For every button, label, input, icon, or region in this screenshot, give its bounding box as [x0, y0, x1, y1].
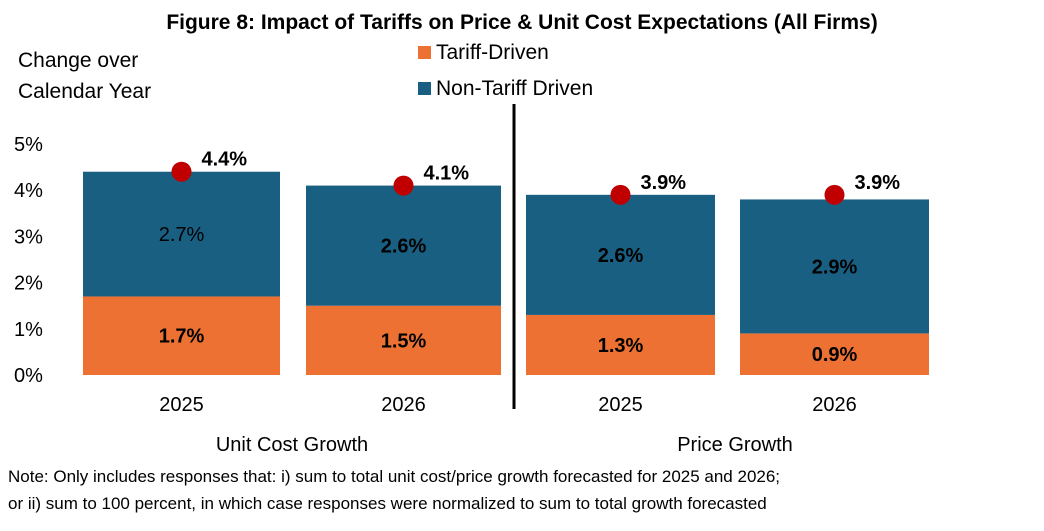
group-label-price: Price Growth [677, 434, 793, 456]
total-marker-dot [610, 184, 631, 205]
legend-swatch-non-tariff [418, 82, 431, 95]
legend-swatch-tariff [418, 46, 431, 59]
bar-segment-non-tariff [83, 171, 280, 297]
bar-segment-tariff [526, 314, 715, 375]
segment-value-label-non-tariff: 2.6% [381, 236, 427, 258]
total-value-label: 4.4% [202, 149, 248, 171]
segment-value-label-tariff: 1.7% [159, 326, 205, 348]
bars [83, 171, 929, 375]
bar-segment-tariff [83, 296, 280, 375]
segment-value-label-non-tariff: 2.6% [598, 245, 644, 267]
y-axis-label-line-2: Calendar Year [18, 80, 151, 103]
legend-label-tariff: Tariff-Driven [436, 41, 549, 64]
y-tick-label: 2% [14, 273, 43, 295]
bar-segment-tariff [306, 305, 501, 375]
total-marker-dot [393, 175, 414, 196]
total-markers: 4.4% 4.1% 3.9% 3.9% [171, 149, 901, 205]
category-label: 2026 [381, 394, 426, 416]
category-label: 2025 [159, 394, 204, 416]
segment-value-label-non-tariff: 2.9% [812, 256, 858, 278]
group-label-unit-cost: Unit Cost Growth [216, 434, 368, 456]
total-marker-dot [171, 161, 192, 182]
legend: Tariff-Driven Non-Tariff Driven [418, 41, 593, 100]
bar-segment-non-tariff [306, 185, 501, 306]
total-value-label: 3.9% [855, 172, 901, 194]
segment-labels: 1.7% 2.7% 1.5% 2.6% 1.3% 2.6% 0.9% 2.9% [159, 224, 858, 366]
y-tick-label: 3% [14, 226, 43, 248]
total-value-label: 4.1% [424, 163, 470, 185]
note-line-1: Note: Only includes responses that: i) s… [8, 467, 780, 486]
category-labels: 2025 2026 2025 2026 [159, 394, 857, 416]
segment-value-label-tariff: 1.5% [381, 330, 427, 352]
chart-title: Figure 8: Impact of Tariffs on Price & U… [166, 11, 877, 34]
bar-segment-tariff [740, 333, 929, 375]
category-label: 2025 [598, 394, 643, 416]
y-tick-label: 4% [14, 180, 43, 202]
y-tick-label: 0% [14, 365, 43, 387]
total-marker-dot [824, 184, 845, 205]
y-tick-label: 1% [14, 319, 43, 341]
note-line-2: or ii) sum to 100 percent, in which case… [8, 494, 767, 513]
bar-segment-non-tariff [526, 194, 715, 315]
segment-value-label-tariff: 1.3% [598, 335, 644, 357]
segment-value-label-tariff: 0.9% [812, 344, 858, 366]
y-axis-label-line-1: Change over [18, 49, 138, 72]
segment-value-label-non-tariff: 2.7% [159, 224, 205, 246]
total-value-label: 3.9% [641, 172, 687, 194]
y-tick-label: 5% [14, 134, 43, 156]
category-label: 2026 [812, 394, 857, 416]
legend-label-non-tariff: Non-Tariff Driven [436, 77, 593, 100]
bar-segment-non-tariff [740, 199, 929, 334]
y-axis-ticks: 0% 1% 2% 3% 4% 5% [14, 134, 43, 387]
